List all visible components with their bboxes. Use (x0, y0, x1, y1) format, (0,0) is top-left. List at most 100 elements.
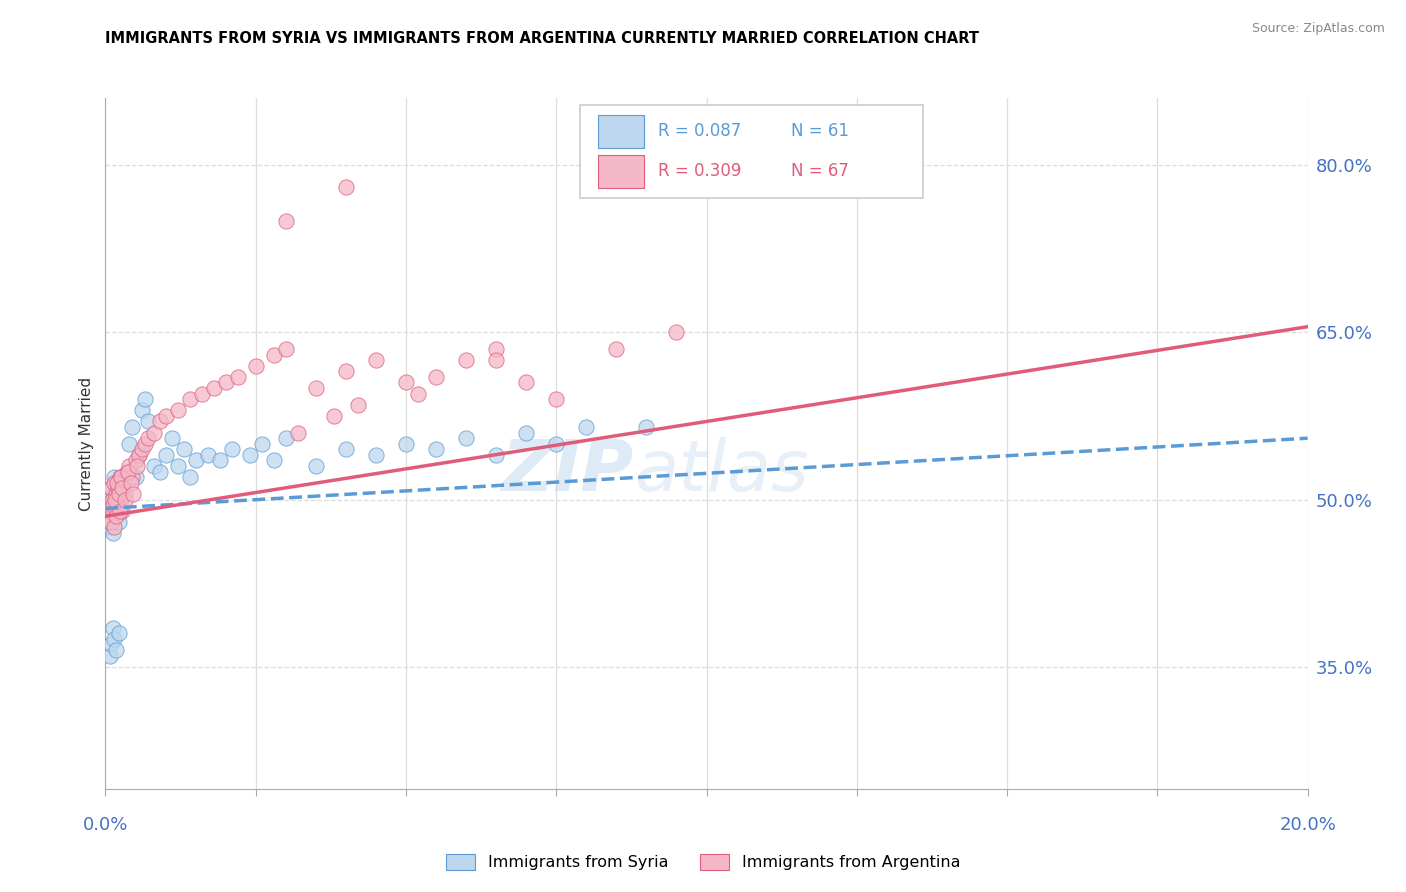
Point (114, 487, 136, 501)
Point (125, 459, 148, 474)
Point (287, 425, 309, 440)
Point (406, 386, 429, 401)
Point (322, 409, 344, 423)
Point (107, 515, 129, 529)
Point (335, 364, 357, 378)
Point (202, 381, 225, 395)
Point (107, 475, 129, 490)
Point (142, 459, 165, 474)
Point (425, 442, 447, 457)
Point (103, 632, 125, 646)
Point (98, 515, 121, 529)
Point (335, 180, 357, 194)
Point (103, 520, 125, 534)
Point (305, 459, 328, 474)
Point (190, 386, 212, 401)
Point (104, 509, 127, 524)
Point (100, 637, 122, 651)
Point (166, 403, 188, 417)
Point (347, 398, 370, 412)
Point (250, 437, 273, 451)
Point (184, 453, 207, 467)
Point (173, 442, 195, 457)
Point (134, 437, 156, 451)
Bar (599, 155, 644, 188)
Point (515, 376, 537, 390)
Point (100, 515, 122, 529)
Point (100, 482, 122, 496)
Point (110, 470, 132, 484)
Point (263, 453, 285, 467)
Point (118, 459, 141, 474)
Point (335, 442, 357, 457)
Point (105, 492, 128, 507)
Point (485, 342, 508, 356)
Point (274, 214, 297, 228)
Point (128, 448, 150, 462)
Point (104, 487, 127, 501)
Point (105, 498, 128, 512)
Point (117, 465, 139, 479)
Point (575, 420, 598, 434)
Point (364, 353, 387, 368)
Point (107, 482, 129, 496)
Point (114, 492, 136, 507)
Point (124, 470, 146, 484)
Point (515, 425, 537, 440)
Point (160, 431, 183, 445)
Point (456, 431, 478, 445)
Point (274, 342, 297, 356)
Point (546, 437, 568, 451)
Point (103, 504, 125, 518)
Text: 20.0%: 20.0% (1279, 816, 1336, 834)
Point (395, 376, 418, 390)
Point (245, 359, 267, 373)
Point (103, 470, 125, 484)
Point (103, 504, 125, 518)
Point (197, 448, 219, 462)
Point (121, 470, 143, 484)
Point (103, 526, 125, 541)
Point (395, 437, 418, 451)
Point (98, 487, 121, 501)
Text: R = 0.309: R = 0.309 (658, 162, 742, 180)
Point (118, 437, 141, 451)
Point (107, 487, 129, 501)
Point (107, 626, 129, 640)
Point (208, 453, 231, 467)
Point (115, 470, 138, 484)
Point (100, 482, 122, 496)
Text: N = 61: N = 61 (790, 122, 849, 140)
Point (128, 448, 150, 462)
Point (485, 448, 508, 462)
Point (221, 442, 243, 457)
Point (155, 409, 177, 423)
Point (105, 643, 128, 657)
Point (665, 326, 688, 340)
Point (105, 509, 128, 524)
Point (274, 431, 297, 445)
Point (101, 492, 124, 507)
Point (108, 492, 131, 507)
Point (131, 442, 153, 457)
Point (166, 459, 188, 474)
Point (148, 465, 170, 479)
Point (103, 475, 125, 490)
Point (425, 370, 447, 384)
Point (97, 504, 120, 518)
Point (226, 370, 249, 384)
Point (546, 392, 568, 407)
Point (134, 392, 156, 407)
Point (98, 648, 121, 663)
Bar (599, 115, 644, 148)
Point (104, 492, 127, 507)
Point (485, 353, 508, 368)
Point (110, 470, 132, 484)
Point (101, 492, 124, 507)
Point (305, 381, 328, 395)
Text: N = 67: N = 67 (790, 162, 849, 180)
Point (97, 498, 120, 512)
Point (111, 482, 134, 496)
Point (111, 487, 134, 501)
Point (107, 487, 129, 501)
